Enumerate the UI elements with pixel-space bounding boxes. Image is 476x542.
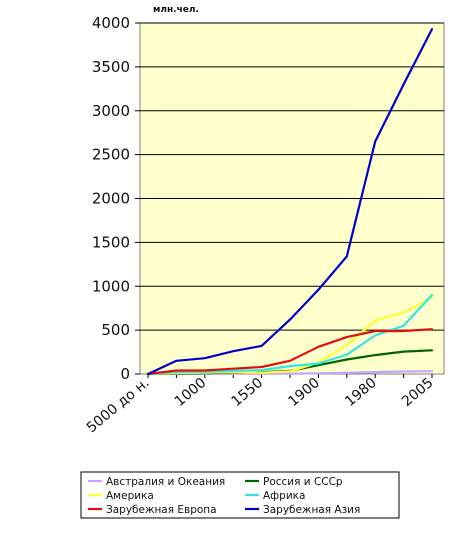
y-tick-label: 500 (101, 321, 130, 339)
x-tick-label: 1980 (342, 375, 380, 410)
x-tick-label: 1000 (172, 375, 210, 410)
legend-label: Зарубежная Европа (106, 504, 217, 516)
y-tick-label: 3000 (92, 102, 130, 120)
legend-label: Россия и СССр (263, 476, 343, 488)
legend-label: Зарубежная Азия (263, 504, 360, 516)
y-tick-label: 3500 (92, 58, 130, 76)
y-tick-label: 4000 (92, 14, 130, 32)
legend-label: Африка (263, 490, 305, 502)
y-axis-ticks: 0 500 1000 1500 2000 2500 3000 3500 4000 (92, 14, 140, 383)
series-line (146, 293, 434, 376)
y-tick-label: 2500 (92, 146, 130, 164)
x-axis-ticks: 5000 до н. 1000 1550 1900 1980 2005 (84, 374, 437, 436)
y-tick-label: 0 (120, 365, 130, 383)
legend-label: Америка (106, 490, 154, 502)
x-tick-label: 1550 (229, 375, 267, 410)
unit-label: млн.чел. (153, 5, 199, 15)
y-tick-label: 2000 (92, 190, 130, 208)
x-tick-label: 1900 (285, 375, 323, 410)
x-tick-label: 5000 до н. (84, 375, 153, 436)
legend: Австралия и Океания Россия и СССр Америка А… (88, 476, 360, 516)
y-tick-label: 1500 (92, 233, 130, 251)
series-line (146, 328, 434, 376)
legend-box (80, 471, 400, 519)
series-line (146, 28, 434, 376)
y-tick-label: 1000 (92, 277, 130, 295)
series-lines (146, 28, 434, 376)
x-tick-label: 2005 (399, 375, 437, 410)
legend-label: Австралия и Океания (106, 476, 225, 488)
